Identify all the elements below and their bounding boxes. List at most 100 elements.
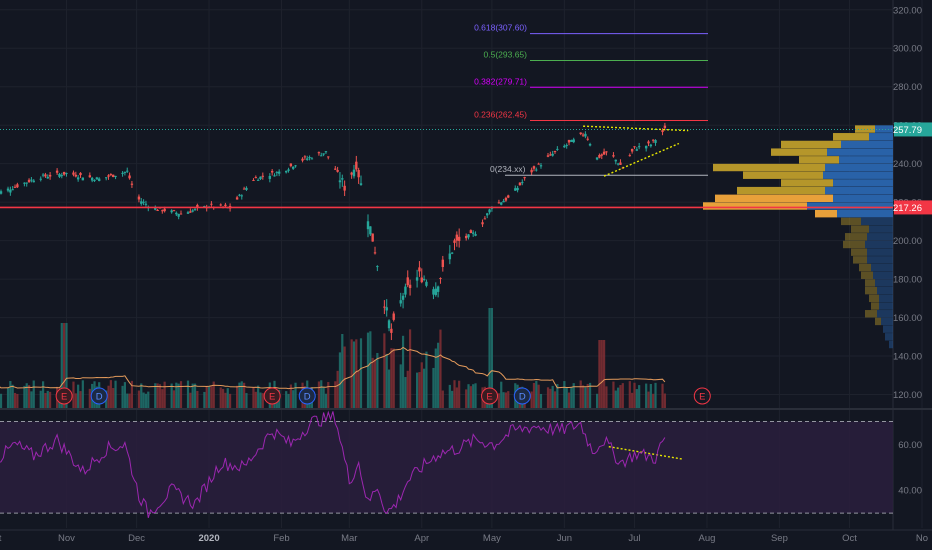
candle-body[interactable] [535, 169, 538, 171]
candle-body[interactable] [324, 151, 328, 153]
candle-body[interactable] [107, 175, 110, 177]
candle-body[interactable] [355, 161, 358, 170]
candle-body[interactable] [350, 172, 353, 175]
candle-body[interactable] [9, 189, 12, 193]
candle-body[interactable] [507, 195, 510, 198]
candle-body[interactable] [273, 175, 276, 177]
candle-body[interactable] [189, 211, 192, 213]
candle-body[interactable] [605, 151, 608, 153]
candle-body[interactable] [142, 201, 145, 203]
candle-body[interactable] [436, 286, 440, 292]
candle-body[interactable] [651, 139, 655, 141]
candle-body[interactable] [504, 197, 508, 201]
candle-body[interactable] [357, 170, 360, 178]
candle-body[interactable] [126, 170, 129, 172]
candle-body[interactable] [425, 281, 428, 286]
candle-body[interactable] [196, 204, 199, 208]
candle-body[interactable] [572, 139, 575, 143]
candle-body[interactable] [343, 185, 346, 191]
candle-body[interactable] [320, 155, 323, 157]
candle-body[interactable] [432, 289, 435, 295]
candle-body[interactable] [523, 177, 526, 179]
candle-body[interactable] [259, 176, 262, 180]
candle-body[interactable] [123, 171, 127, 173]
candle-body[interactable] [46, 176, 49, 179]
candle-body[interactable] [268, 175, 272, 179]
candle-body[interactable] [637, 146, 641, 148]
candle-body[interactable] [341, 178, 344, 180]
candle-body[interactable] [154, 207, 157, 210]
candle-body[interactable] [74, 174, 78, 177]
candle-body[interactable] [13, 186, 17, 188]
candle-body[interactable] [128, 175, 131, 179]
candle-body[interactable] [644, 145, 648, 149]
candle-body[interactable] [418, 267, 421, 272]
candle-body[interactable] [23, 182, 26, 184]
candle-body[interactable] [598, 154, 601, 158]
candle-body[interactable] [448, 253, 452, 260]
candle-body[interactable] [112, 174, 115, 178]
candle-body[interactable] [415, 277, 419, 281]
candle-body[interactable] [630, 148, 634, 152]
candle-body[interactable] [93, 180, 96, 182]
earnings-marker[interactable] [481, 387, 499, 405]
candle-body[interactable] [72, 172, 75, 175]
candle-body[interactable] [76, 177, 80, 180]
candle-body[interactable] [224, 204, 227, 207]
candle-body[interactable] [467, 234, 470, 238]
candle-body[interactable] [292, 166, 295, 169]
dividend-marker[interactable] [90, 387, 108, 405]
candle-body[interactable] [616, 163, 620, 165]
candle-body[interactable] [55, 170, 59, 173]
candle-body[interactable] [563, 145, 566, 148]
candle-body[interactable] [30, 179, 33, 181]
candle-body[interactable] [385, 307, 388, 311]
candle-body[interactable] [105, 177, 108, 179]
candle-body[interactable] [252, 180, 255, 182]
candle-body[interactable] [140, 201, 143, 204]
candle-body[interactable] [242, 188, 246, 190]
candle-body[interactable] [516, 187, 519, 191]
candle-body[interactable] [317, 152, 321, 154]
candle-body[interactable] [114, 175, 117, 178]
candle-body[interactable] [663, 125, 667, 128]
candle-body[interactable] [500, 202, 503, 205]
candle-body[interactable] [6, 188, 10, 191]
candle-body[interactable] [649, 144, 653, 147]
candle-body[interactable] [172, 210, 176, 212]
candle-body[interactable] [81, 177, 85, 181]
candle-body[interactable] [62, 171, 66, 175]
candle-body[interactable] [170, 210, 173, 213]
candle-body[interactable] [654, 140, 657, 143]
candles-group[interactable] [0, 122, 667, 341]
candle-body[interactable] [366, 221, 370, 230]
candle-body[interactable] [144, 203, 148, 205]
candle-body[interactable] [156, 209, 159, 211]
candle-body[interactable] [334, 168, 337, 170]
candle-body[interactable] [238, 194, 241, 196]
candle-body[interactable] [514, 188, 517, 191]
candle-body[interactable] [191, 210, 194, 212]
candle-body[interactable] [175, 212, 178, 215]
candle-body[interactable] [109, 174, 113, 176]
candle-body[interactable] [58, 174, 61, 177]
candle-body[interactable] [661, 130, 664, 133]
candle-body[interactable] [359, 183, 363, 185]
candle-body[interactable] [161, 210, 164, 212]
earnings-marker[interactable] [55, 387, 73, 405]
candle-body[interactable] [565, 144, 568, 146]
candle-body[interactable] [186, 212, 190, 214]
candle-body[interactable] [532, 166, 536, 169]
candle-body[interactable] [420, 277, 423, 283]
candle-body[interactable] [556, 148, 559, 150]
candle-body[interactable] [322, 153, 325, 155]
candle-body[interactable] [219, 204, 222, 206]
candle-body[interactable] [203, 206, 206, 208]
candle-body[interactable] [502, 200, 505, 203]
candle-body[interactable] [303, 156, 307, 158]
candle-body[interactable] [602, 151, 606, 155]
candle-body[interactable] [551, 153, 554, 156]
candle-body[interactable] [464, 235, 468, 239]
candle-body[interactable] [11, 189, 14, 191]
candle-body[interactable] [614, 159, 617, 162]
